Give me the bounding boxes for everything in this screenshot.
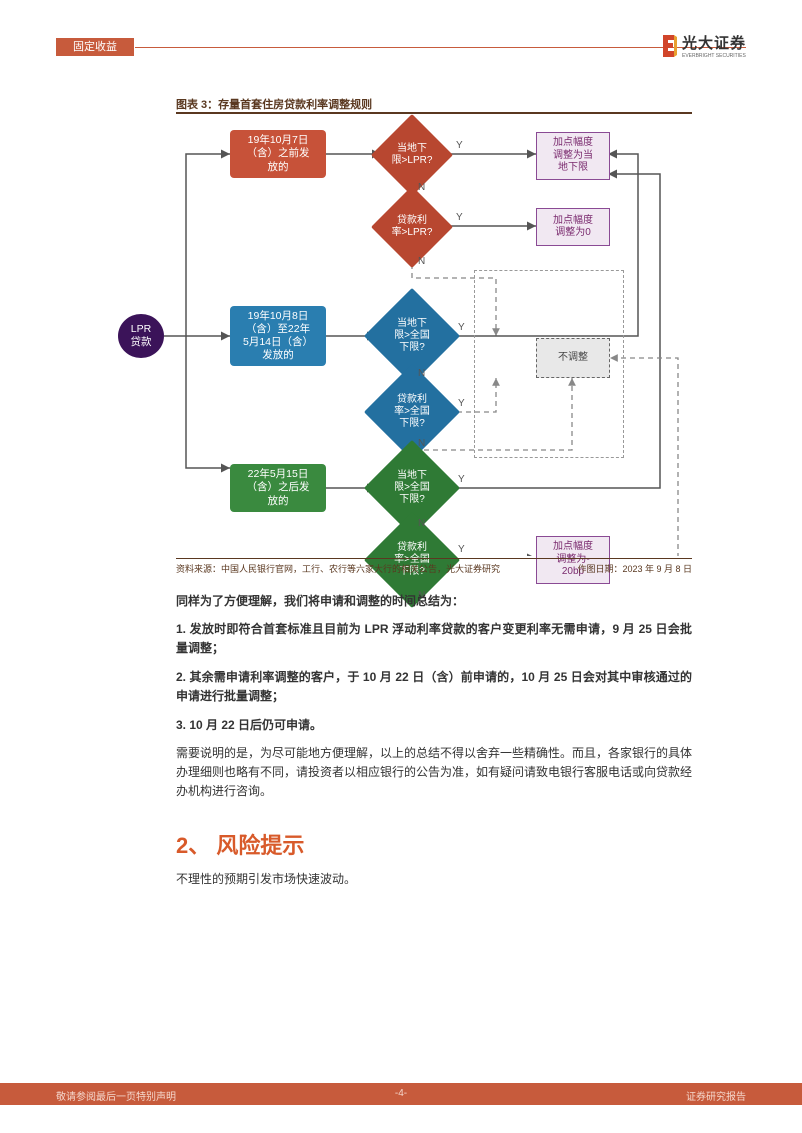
logo-cn: 光大证券 bbox=[682, 35, 746, 52]
flow-p3-d2: 贷款利 率>全国 下限? bbox=[378, 526, 446, 594]
body-p3: 3. 10 月 22 日后仍可申请。 bbox=[176, 716, 692, 735]
flow-result-zero: 加点幅度 调整为0 bbox=[536, 208, 610, 246]
logo-text: 光大证券 EVERBRIGHT SECURITIES bbox=[682, 32, 746, 59]
body-p1: 1. 发放时即符合首套标准且目前为 LPR 浮动利率贷款的客户变更利率无需申请，… bbox=[176, 620, 692, 658]
flow-p2-d1: 当地下 限>全国 下限? bbox=[378, 302, 446, 370]
flow-p2-d2: 贷款利 率>全国 下限? bbox=[378, 378, 446, 446]
flow-p1-d2: 贷款利 率>LPR? bbox=[383, 198, 441, 256]
yn: Y bbox=[458, 544, 465, 555]
yn: Y bbox=[456, 140, 463, 151]
yn: Y bbox=[458, 322, 465, 333]
section2-text: 不理性的预期引发市场快速波动。 bbox=[176, 870, 692, 889]
figure-date: 作图日期：2023 年 9 月 8 日 bbox=[577, 562, 692, 575]
flow-p2-rect: 19年10月8日 （含）至22年 5月14日（含） 发放的 bbox=[230, 306, 326, 366]
flow-p3-rect: 22年5月15日 （含）之后发 放的 bbox=[230, 464, 326, 512]
yn: N bbox=[418, 438, 425, 449]
flow-p1-d1: 当地下 限>LPR? bbox=[383, 126, 441, 184]
body-intro: 同样为了方便理解，我们将申请和调整的时间总结为： bbox=[176, 592, 692, 611]
yn: N bbox=[418, 368, 425, 379]
flowchart: LPR 贷款 19年10月7日 （含）之前发 放的 当地下 限>LPR? 贷款利… bbox=[118, 118, 698, 556]
figure-title: 图表 3：存量首套住房贷款利率调整规则 bbox=[176, 96, 372, 112]
header-rule bbox=[135, 47, 746, 48]
section2-title: 2、 风险提示 bbox=[176, 828, 304, 860]
flow-start: LPR 贷款 bbox=[118, 314, 164, 358]
yn: Y bbox=[458, 474, 465, 485]
footer-right: 证券研究报告 bbox=[686, 1088, 746, 1103]
flow-result-minus20bp: 加点幅度 调整为- 20bp bbox=[536, 536, 610, 584]
footer: 敬请参阅最后一页特别声明 -4- 证券研究报告 bbox=[0, 1083, 802, 1105]
yn: Y bbox=[456, 212, 463, 223]
logo-icon bbox=[660, 33, 678, 59]
figure-rule-top bbox=[176, 112, 692, 114]
body-p2: 2. 其余需申请利率调整的客户，于 10 月 22 日（含）前申请的，10 月 … bbox=[176, 668, 692, 706]
header: 固定收益 光大证券 EVERBRIGHT SECURITIES bbox=[0, 38, 802, 68]
yn: N bbox=[418, 256, 425, 267]
logo-en: EVERBRIGHT SECURITIES bbox=[682, 53, 746, 59]
yn: N bbox=[418, 182, 425, 193]
yn: N bbox=[418, 518, 425, 529]
flow-noadj-group bbox=[474, 270, 624, 458]
flow-p1-rect: 19年10月7日 （含）之前发 放的 bbox=[230, 130, 326, 178]
figure-source: 资料来源：中国人民银行官网，工行、农行等六家大行的相关公告，光大证券研究 bbox=[176, 562, 500, 575]
page: 固定收益 光大证券 EVERBRIGHT SECURITIES 图表 3：存量首… bbox=[0, 0, 802, 1133]
footer-page-number: -4- bbox=[0, 1088, 802, 1099]
flow-result-local-floor: 加点幅度 调整为当 地下限 bbox=[536, 132, 610, 180]
figure-rule-bottom bbox=[176, 558, 692, 559]
yn: Y bbox=[458, 398, 465, 409]
body-note: 需要说明的是，为尽可能地方便理解，以上的总结不得以舍弃一些精确性。而且，各家银行… bbox=[176, 744, 692, 802]
header-category: 固定收益 bbox=[56, 38, 134, 56]
logo: 光大证券 EVERBRIGHT SECURITIES bbox=[660, 32, 746, 59]
